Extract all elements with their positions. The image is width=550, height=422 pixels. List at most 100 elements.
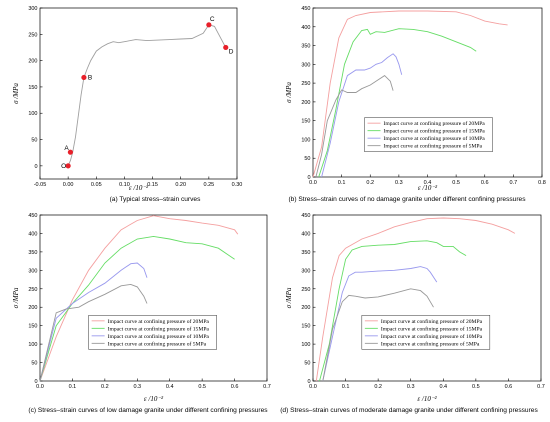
y-tick-label: 100 <box>28 111 37 117</box>
x-axis-label: ε /10⁻² <box>144 395 164 403</box>
x-tick-label: 0.0 <box>36 384 44 390</box>
chart-caption: (b) Stress–strain curves of no damage gr… <box>288 196 526 203</box>
x-tick-label: 0.5 <box>472 384 480 390</box>
x-tick-label: 0.05 <box>91 182 102 188</box>
legend: Impact curve at confining pressure of 20… <box>88 315 217 350</box>
y-axis-label: σ /MPa <box>285 287 293 308</box>
legend-box <box>361 315 491 350</box>
x-tick-label: 0.2 <box>374 384 382 390</box>
y-tick-label: 450 <box>301 6 310 12</box>
y-tick-label: 0 <box>307 175 310 181</box>
y-tick-label: 250 <box>28 287 37 293</box>
legend: Impact curve at confining pressure of 20… <box>361 315 491 350</box>
plot-frame <box>39 214 268 382</box>
x-tick-label: 0.4 <box>439 384 447 390</box>
chart-c: 0.0 0.1 0.2 0.3 0.4 0.5 0.6 0.7 0 50 100 150 200 250 3… <box>12 213 271 414</box>
x-tick-label: 0.25 <box>203 182 214 188</box>
key-point-label: C <box>210 16 215 23</box>
x-tick-label: 0.7 <box>263 384 271 390</box>
y-tick-label: 50 <box>304 156 310 162</box>
legend-entry: Impact curve at confining pressure of 10… <box>108 333 210 340</box>
legend-entry: Impact curve at confining pressure of 5M… <box>384 143 483 150</box>
y-tick-label: 200 <box>301 100 310 106</box>
series-line-3 <box>322 288 434 382</box>
series-line-0 <box>315 217 516 382</box>
key-point-b <box>81 74 87 81</box>
x-tick-label: 0.3 <box>395 180 403 186</box>
x-tick-label: 0.00 <box>63 182 74 188</box>
key-point-c <box>206 22 212 28</box>
y-tick-label: 150 <box>28 85 37 91</box>
y-tick-label: 300 <box>301 268 310 274</box>
legend-entry: Impact curve at confining pressure of 10… <box>381 333 483 340</box>
y-tick-label: 400 <box>28 231 37 237</box>
key-point-label: O <box>61 163 66 170</box>
x-tick-label: 0.15 <box>147 182 158 188</box>
plot-frame <box>312 214 542 382</box>
y-tick-label: 350 <box>301 250 310 256</box>
y-tick-label: 150 <box>301 324 310 330</box>
legend-entry: Impact curve at confining pressure of 20… <box>384 120 486 127</box>
x-tick-label: 0.3 <box>407 384 415 390</box>
key-point-label: A <box>64 145 69 152</box>
x-tick-label: 0.20 <box>175 182 186 188</box>
y-tick-label: 150 <box>28 324 37 330</box>
x-axis-label: ε /10⁻² <box>129 184 149 192</box>
y-axis-label: σ /MPa <box>285 82 293 103</box>
chart-caption: (a) Typical stress–strain curves <box>110 196 201 203</box>
x-tick-label: 0.5 <box>452 180 460 186</box>
x-tick-label: 0.6 <box>231 384 239 390</box>
y-tick-label: 100 <box>301 137 310 143</box>
series-line-0 <box>39 215 239 382</box>
y-tick-label: 300 <box>28 6 37 12</box>
y-tick-label: 0 <box>34 379 37 385</box>
y-tick-label: 300 <box>301 62 310 68</box>
series-line-0 <box>67 24 227 166</box>
y-axis-label: σ /MPa <box>12 287 20 308</box>
x-tick-label: 0.6 <box>481 180 489 186</box>
x-axis-label: ε /10⁻² <box>417 395 437 403</box>
y-tick-label: 200 <box>28 305 37 311</box>
y-tick-label: 150 <box>301 119 310 125</box>
series-line-2 <box>321 53 403 178</box>
y-tick-label: 250 <box>301 287 310 293</box>
chart-a: -0.05 0.00 0.05 0.10 0.15 0.20 0.25 0.30 0 50 100 1… <box>12 6 242 203</box>
legend-entry: Impact curve at confining pressure of 15… <box>381 325 483 332</box>
legend-entry: Impact curve at confining pressure of 15… <box>108 325 210 332</box>
x-tick-label: 0.2 <box>366 180 374 186</box>
key-point-a <box>67 149 73 155</box>
y-tick-label: 50 <box>304 361 310 367</box>
y-axis-label: σ /MPa <box>12 83 20 104</box>
x-tick-label: 0.6 <box>505 384 513 390</box>
x-tick-label: 0.1 <box>342 384 350 390</box>
y-tick-label: 300 <box>28 268 37 274</box>
x-tick-label: 0.3 <box>133 384 141 390</box>
legend-entry: Impact curve at confining pressure of 20… <box>381 318 483 325</box>
key-point-label: B <box>88 74 92 81</box>
x-tick-label: 0.4 <box>424 180 432 186</box>
x-tick-label: 0.5 <box>198 384 206 390</box>
y-tick-label: 250 <box>28 32 37 38</box>
x-tick-label: 0.10 <box>119 182 130 188</box>
plot-frame <box>39 7 238 180</box>
x-tick-label: 0.1 <box>69 384 77 390</box>
chart-caption: (d) Stress–strain curves of moderate dam… <box>280 407 538 414</box>
x-axis-label: ε /10⁻² <box>418 184 438 192</box>
y-tick-label: 250 <box>301 81 310 87</box>
chart-caption: (c) Stress–strain curves of low damage g… <box>28 407 268 414</box>
x-tick-label: 0.1 <box>338 180 346 186</box>
x-tick-label: 0.7 <box>510 180 518 186</box>
x-tick-label: 0.0 <box>309 384 317 390</box>
x-tick-label: 0.2 <box>101 384 109 390</box>
key-point-d <box>223 44 229 51</box>
legend: Impact curve at confining pressure of 20… <box>364 117 493 152</box>
series-line-1 <box>318 28 477 178</box>
y-tick-label: 200 <box>28 59 37 65</box>
y-tick-label: 400 <box>301 231 310 237</box>
y-tick-label: 100 <box>301 342 310 348</box>
series-line-2 <box>322 266 438 382</box>
y-tick-label: 50 <box>31 361 37 367</box>
x-tick-label: 0.7 <box>537 384 545 390</box>
y-tick-label: 400 <box>301 25 310 31</box>
